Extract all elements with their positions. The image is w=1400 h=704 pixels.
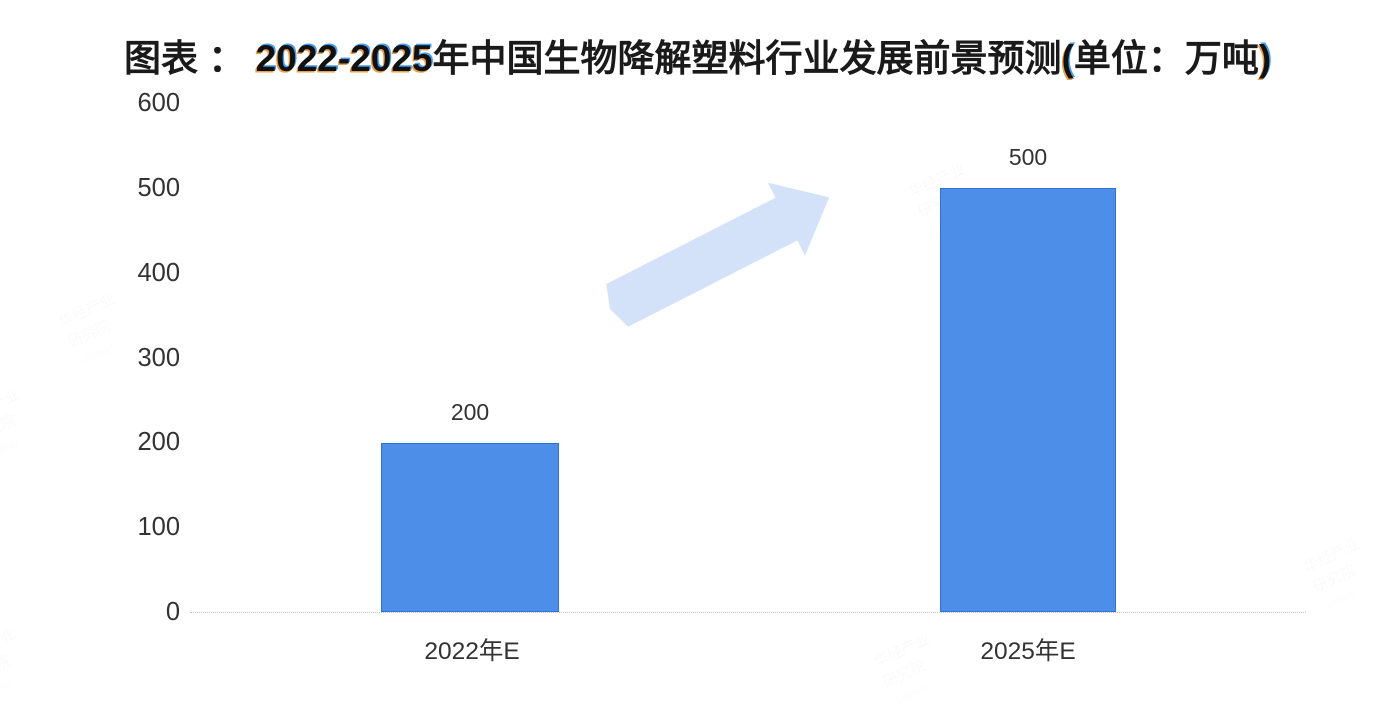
- svg-text:研究院: 研究院: [65, 316, 113, 351]
- svg-text:研究院: 研究院: [0, 411, 18, 446]
- svg-text:1839597: 1839597: [80, 342, 116, 366]
- svg-text:华经产业: 华经产业: [0, 626, 18, 667]
- svg-text:1839597: 1839597: [0, 677, 16, 701]
- svg-text:华经产业: 华经产业: [1301, 536, 1363, 577]
- svg-text:研究院: 研究院: [1310, 561, 1358, 596]
- svg-text:研究院: 研究院: [0, 651, 13, 686]
- svg-text:华经产业: 华经产业: [871, 631, 933, 672]
- svg-text:研究院: 研究院: [880, 656, 928, 691]
- svg-text:华经产业: 华经产业: [56, 291, 118, 332]
- svg-text:1839597: 1839597: [0, 437, 21, 461]
- svg-text:华经产业: 华经产业: [0, 386, 23, 427]
- svg-text:1839597: 1839597: [895, 682, 931, 704]
- svg-text:1839597: 1839597: [1325, 587, 1361, 611]
